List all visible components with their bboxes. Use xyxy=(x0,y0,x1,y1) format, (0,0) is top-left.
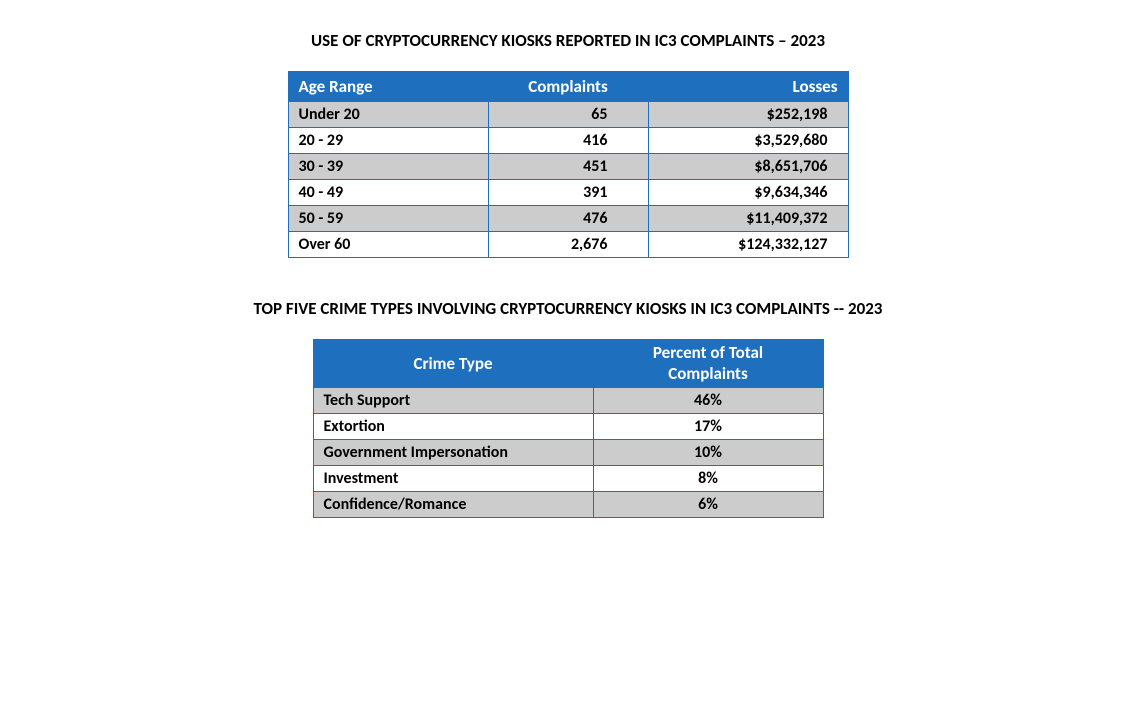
table-1-wrap: Age Range Complaints Losses Under 20 65 … xyxy=(60,71,1076,258)
cell-age: 20 - 29 xyxy=(288,128,488,154)
cell-percent: 46% xyxy=(593,387,823,413)
cell-crime-type: Extortion xyxy=(313,413,593,439)
cell-crime-type: Government Impersonation xyxy=(313,439,593,465)
cell-age: 30 - 39 xyxy=(288,154,488,180)
table-row: Investment 8% xyxy=(313,465,823,491)
cell-age: Over 60 xyxy=(288,232,488,258)
cell-percent: 10% xyxy=(593,439,823,465)
col-header-complaints: Complaints xyxy=(488,72,648,102)
cell-crime-type: Confidence/Romance xyxy=(313,491,593,517)
crime-type-table: Crime Type Percent of Total Complaints T… xyxy=(313,339,824,518)
table-row: 30 - 39 451 $8,651,706 xyxy=(288,154,848,180)
cell-age: Under 20 xyxy=(288,102,488,128)
col-header-age-range: Age Range xyxy=(288,72,488,102)
section-2-title: TOP FIVE CRIME TYPES INVOLVING CRYPTOCUR… xyxy=(60,298,1076,319)
cell-complaints: 391 xyxy=(488,180,648,206)
table-row: 40 - 49 391 $9,634,346 xyxy=(288,180,848,206)
section-1: USE OF CRYPTOCURRENCY KIOSKS REPORTED IN… xyxy=(60,30,1076,258)
table-2-header-row: Crime Type Percent of Total Complaints xyxy=(313,340,823,388)
cell-complaints: 416 xyxy=(488,128,648,154)
table-row: 50 - 59 476 $11,409,372 xyxy=(288,206,848,232)
col-header-percent-line2: Complaints xyxy=(668,363,747,384)
cell-percent: 17% xyxy=(593,413,823,439)
cell-percent: 6% xyxy=(593,491,823,517)
cell-crime-type: Investment xyxy=(313,465,593,491)
cell-complaints: 451 xyxy=(488,154,648,180)
cell-complaints: 476 xyxy=(488,206,648,232)
col-header-percent-line1: Percent of Total xyxy=(653,342,763,363)
cell-age: 50 - 59 xyxy=(288,206,488,232)
table-row: Under 20 65 $252,198 xyxy=(288,102,848,128)
cell-crime-type: Tech Support xyxy=(313,387,593,413)
cell-losses: $8,651,706 xyxy=(648,154,848,180)
table-row: Tech Support 46% xyxy=(313,387,823,413)
cell-losses: $3,529,680 xyxy=(648,128,848,154)
cell-losses: $11,409,372 xyxy=(648,206,848,232)
section-2: TOP FIVE CRIME TYPES INVOLVING CRYPTOCUR… xyxy=(60,298,1076,518)
col-header-percent: Percent of Total Complaints xyxy=(593,340,823,388)
table-1-header-row: Age Range Complaints Losses xyxy=(288,72,848,102)
cell-age: 40 - 49 xyxy=(288,180,488,206)
cell-losses: $9,634,346 xyxy=(648,180,848,206)
cell-losses: $252,198 xyxy=(648,102,848,128)
cell-complaints: 65 xyxy=(488,102,648,128)
table-row: Confidence/Romance 6% xyxy=(313,491,823,517)
section-1-title: USE OF CRYPTOCURRENCY KIOSKS REPORTED IN… xyxy=(60,30,1076,51)
col-header-losses: Losses xyxy=(648,72,848,102)
table-row: Government Impersonation 10% xyxy=(313,439,823,465)
table-2-wrap: Crime Type Percent of Total Complaints T… xyxy=(60,339,1076,518)
cell-complaints: 2,676 xyxy=(488,232,648,258)
cell-percent: 8% xyxy=(593,465,823,491)
table-row: Extortion 17% xyxy=(313,413,823,439)
table-row: Over 60 2,676 $124,332,127 xyxy=(288,232,848,258)
table-row: 20 - 29 416 $3,529,680 xyxy=(288,128,848,154)
col-header-crime-type: Crime Type xyxy=(313,340,593,388)
cell-losses: $124,332,127 xyxy=(648,232,848,258)
kiosk-age-table: Age Range Complaints Losses Under 20 65 … xyxy=(288,71,849,258)
